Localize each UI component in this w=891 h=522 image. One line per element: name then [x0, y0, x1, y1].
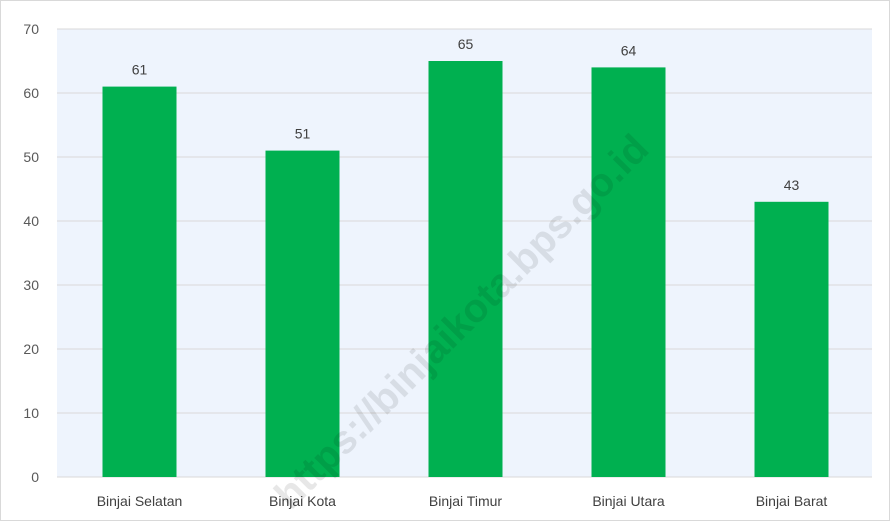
category-label: Binjai Kota	[269, 493, 336, 509]
y-tick-label: 10	[23, 405, 39, 421]
y-tick-label: 30	[23, 277, 39, 293]
y-tick-label: 50	[23, 149, 39, 165]
bar	[428, 61, 503, 477]
data-label: 51	[295, 126, 311, 142]
x-axis-categories: Binjai Selatan Binjai Kota Binjai Timur Bin…	[97, 493, 828, 509]
bar	[591, 67, 666, 478]
bar	[265, 150, 340, 477]
y-tick-label: 20	[23, 341, 39, 357]
category-label: Binjai Selatan	[97, 493, 183, 509]
category-label: Binjai Utara	[592, 493, 665, 509]
data-label: 64	[621, 42, 637, 58]
category-label: Binjai Barat	[756, 493, 828, 509]
data-labels: 61 51 65 64 43	[132, 36, 800, 193]
data-label: 43	[784, 177, 800, 193]
y-tick-label: 60	[23, 85, 39, 101]
bars	[102, 61, 829, 478]
y-axis-ticks: 0 10 20 30 40 50 60 70	[23, 21, 39, 485]
data-label: 65	[458, 36, 474, 52]
bar	[102, 86, 177, 477]
data-label: 61	[132, 62, 148, 78]
bar	[754, 201, 829, 478]
y-tick-label: 70	[23, 21, 39, 37]
y-tick-label: 40	[23, 213, 39, 229]
y-tick-label: 0	[31, 469, 39, 485]
category-label: Binjai Timur	[429, 493, 502, 509]
